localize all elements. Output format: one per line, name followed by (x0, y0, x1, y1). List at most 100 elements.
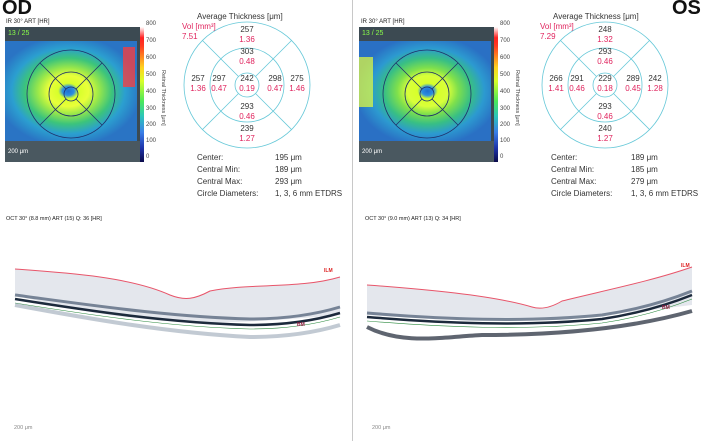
colorbar-os (494, 27, 498, 162)
oct-bscan-os[interactable] (362, 255, 697, 365)
stat-label-cmin-os: Central Min: (551, 165, 595, 174)
grid-title-od: Average Thickness [μm] (197, 12, 283, 21)
stat-label-center-od: Center: (197, 153, 224, 162)
bottom-outer-vol-os: 1.27 (597, 134, 613, 143)
thickness-map-os[interactable]: 13 / 25 200 μm (359, 27, 494, 162)
top-outer-vol-od: 1.36 (239, 35, 255, 44)
stat-label-diam-os: Circle Diameters: (551, 189, 613, 198)
top-outer-os: 248 (598, 25, 612, 34)
colorbar-tick-os: 400 (500, 89, 511, 95)
ir-quality-os: 13 / 25 (362, 30, 384, 37)
thickness-map-od[interactable]: 13 / 25 200 μm (5, 27, 140, 162)
colorbar-tick-od: 100 (146, 138, 157, 144)
stat-label-cmin-od: Central Min: (197, 165, 241, 174)
center-vol-od: 0.19 (239, 84, 255, 93)
colorbar-tick-od: 800 (146, 21, 157, 27)
right-outer-vol-os: 1.28 (647, 84, 663, 93)
grid-title-os: Average Thickness [μm] (553, 12, 639, 21)
oct-bscan-od[interactable] (10, 255, 345, 365)
stats-labels-os: Center: Central Min: Central Max: Circle… (551, 153, 612, 201)
right-inner-os: 289 (626, 74, 640, 83)
oct-scale-os: 200 μm (372, 425, 391, 431)
center-od: 242 (240, 74, 254, 83)
stat-label-diam-od: Circle Diameters: (197, 189, 259, 198)
colorbar-tick-os: 0 (500, 154, 504, 160)
right-outer-os: 242 (648, 74, 662, 83)
bottom-outer-od: 239 (240, 124, 254, 133)
top-inner-vol-od: 0.48 (239, 57, 255, 66)
etdrs-grid-os (541, 21, 669, 149)
vol-label-od: Vol [mm³] (182, 22, 216, 31)
stats-values-od: 195 μm 189 μm 293 μm 1, 3, 6 mm ETDRS (275, 153, 342, 201)
right-inner-vol-od: 0.47 (267, 84, 283, 93)
bm-label-od: BM (297, 322, 305, 328)
ilm-label-os: ILM (681, 263, 690, 269)
vol-value-os: 7.29 (540, 32, 556, 41)
colorbar-tick-os: 600 (500, 55, 511, 61)
colorbar-label-od: Retinal Thickness [μm] (160, 70, 166, 126)
left-inner-vol-od: 0.47 (211, 84, 227, 93)
colorbar-tick-od: 400 (146, 89, 157, 95)
top-inner-od: 303 (240, 47, 254, 56)
colorbar-tick-os: 500 (500, 72, 511, 78)
stat-label-center-os: Center: (551, 153, 578, 162)
thickness-map-graphic-os (359, 27, 494, 162)
colorbar-tick-od: 600 (146, 55, 157, 61)
ir-scale-od: 200 μm (8, 149, 29, 155)
bottom-outer-vol-od: 1.27 (239, 134, 255, 143)
ir-title-os: IR 30° ART [HR] (361, 19, 405, 25)
center-divider (352, 0, 353, 441)
stat-value-cmin-od: 189 μm (275, 165, 302, 174)
colorbar-tick-od: 700 (146, 38, 157, 44)
colorbar-tick-os: 700 (500, 38, 511, 44)
oct-scale-od: 200 μm (14, 425, 33, 431)
etdrs-grid-od (183, 21, 311, 149)
stat-label-cmax-os: Central Max: (551, 177, 597, 186)
ir-title-od: IR 30° ART [HR] (6, 19, 50, 25)
left-inner-od: 297 (212, 74, 226, 83)
colorbar-tick-od: 200 (146, 122, 157, 128)
bottom-inner-od: 293 (240, 102, 254, 111)
right-inner-od: 298 (268, 74, 282, 83)
colorbar-tick-os: 200 (500, 122, 511, 128)
stat-value-cmax-os: 279 μm (631, 177, 658, 186)
left-outer-od: 257 (191, 74, 205, 83)
bottom-inner-vol-os: 0.46 (597, 112, 613, 121)
stat-value-center-os: 189 μm (631, 153, 658, 162)
stat-value-cmax-od: 293 μm (275, 177, 302, 186)
thickness-map-graphic-od (5, 27, 140, 162)
oct-title-os: OCT 30° (9.0 mm) ART (13) Q: 34 [HR] (365, 216, 461, 222)
bm-label-os: BM (662, 305, 670, 311)
stat-value-cmin-os: 185 μm (631, 165, 658, 174)
ilm-label-od: ILM (324, 268, 333, 274)
ir-scale-os: 200 μm (362, 149, 383, 155)
colorbar-tick-od: 300 (146, 106, 157, 112)
colorbar-tick-os: 800 (500, 21, 511, 27)
right-outer-vol-od: 1.46 (289, 84, 305, 93)
top-inner-vol-os: 0.46 (597, 57, 613, 66)
stat-label-cmax-od: Central Max: (197, 177, 243, 186)
left-inner-os: 291 (570, 74, 584, 83)
right-outer-od: 275 (290, 74, 304, 83)
colorbar-tick-od: 500 (146, 72, 157, 78)
stats-values-os: 189 μm 185 μm 279 μm 1, 3, 6 mm ETDRS (631, 153, 698, 201)
ir-quality-od: 13 / 25 (8, 30, 30, 37)
left-outer-vol-od: 1.36 (190, 84, 206, 93)
colorbar-tick-os: 300 (500, 106, 511, 112)
bottom-outer-os: 240 (598, 124, 612, 133)
colorbar-tick-os: 100 (500, 138, 511, 144)
stat-value-diam-od: 1, 3, 6 mm ETDRS (275, 189, 343, 198)
bottom-inner-vol-od: 0.46 (239, 112, 255, 121)
center-os: 229 (598, 74, 612, 83)
top-outer-vol-os: 1.32 (597, 35, 613, 44)
bottom-inner-os: 293 (598, 102, 612, 111)
top-inner-os: 293 (598, 47, 612, 56)
stats-labels-od: Center: Central Min: Central Max: Circle… (197, 153, 258, 201)
center-vol-os: 0.18 (597, 84, 613, 93)
vol-label-os: Vol [mm³] (540, 22, 574, 31)
stat-value-center-od: 195 μm (275, 153, 302, 162)
vol-value-od: 7.51 (182, 32, 198, 41)
colorbar-od (140, 27, 144, 162)
colorbar-tick-od: 0 (146, 154, 150, 160)
top-outer-od: 257 (240, 25, 254, 34)
